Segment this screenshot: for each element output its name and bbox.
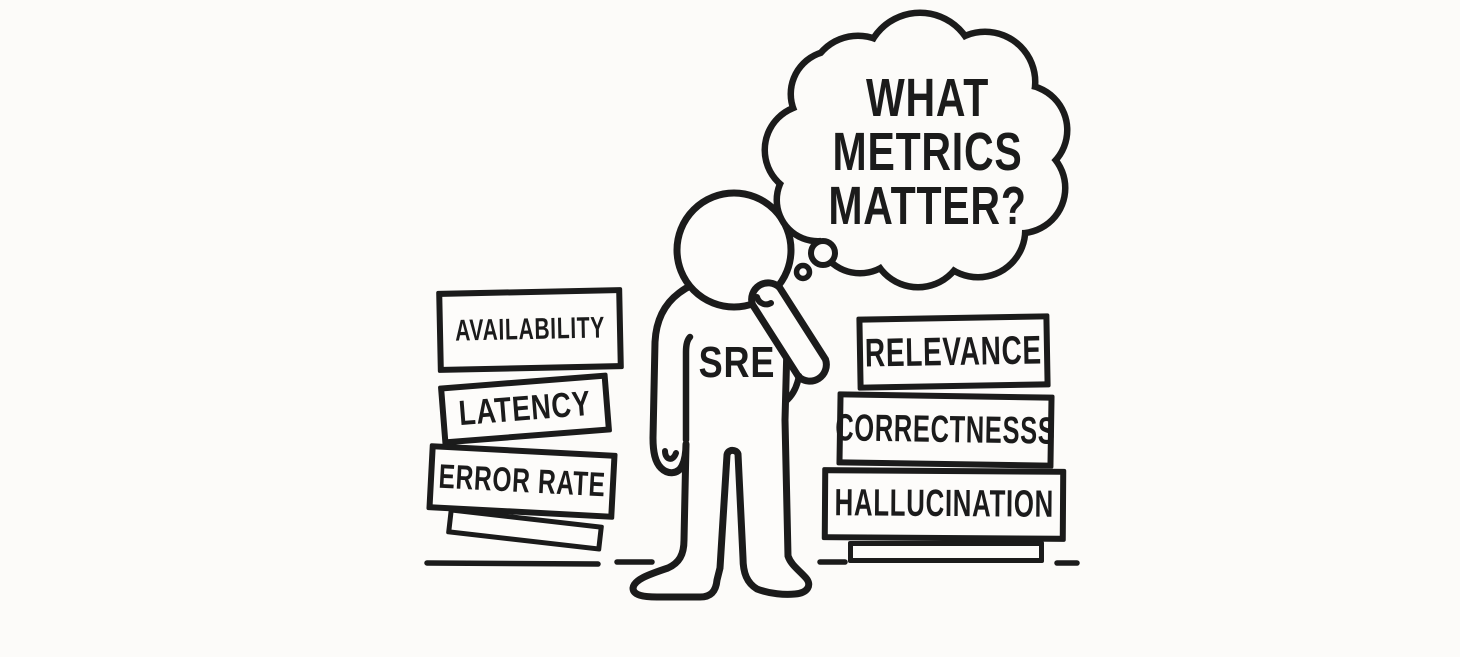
sign-availability-label: AVAILABILITY: [454, 311, 606, 348]
person-body: [629, 276, 813, 601]
sign-hallucination: HALLUCINATION: [821, 467, 1067, 542]
sign-hallucination-label: HALLUCINATION: [834, 482, 1054, 526]
person-left-arm-line: [682, 333, 694, 444]
sign-latency-label: LATENCY: [457, 383, 593, 434]
sign-correctnesss-label: CORRECTNESSS: [835, 406, 1056, 453]
thought-bubble-trail-small: [793, 262, 813, 282]
sign-error-rate: ERROR RATE: [426, 443, 618, 520]
thought-bubble-trail-large: [808, 238, 838, 268]
thought-bubble-cloud-fill: [768, 16, 1064, 284]
sign-relevance: RELEVANCE: [856, 313, 1051, 391]
sign-correctnesss: CORRECTNESSS: [835, 391, 1056, 469]
person-elbow-join: [782, 372, 803, 405]
sign-relevance-label: RELEVANCE: [864, 327, 1043, 376]
sign-error-rate-label: ERROR RATE: [437, 457, 607, 505]
person-left-thumb: [662, 448, 679, 462]
person-shirt-label: SRE: [698, 338, 776, 387]
person-fist-thumb: [754, 294, 774, 308]
right-stack-base-plank: [848, 541, 1044, 563]
person-head: [673, 189, 795, 311]
sign-availability: AVAILABILITY: [436, 287, 624, 373]
thought-bubble-text: WHAT METRICS MATTER?: [828, 68, 1027, 236]
